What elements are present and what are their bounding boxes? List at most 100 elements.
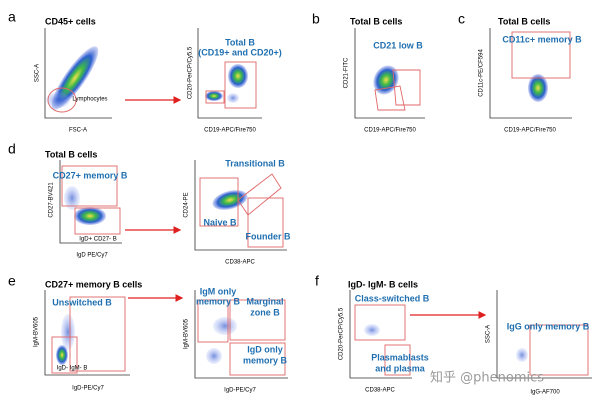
cell-density bbox=[227, 93, 239, 103]
y-axis-label: CD20-PerCP/Cy5.5 bbox=[339, 307, 345, 360]
gate-label: Transitional B bbox=[225, 158, 285, 168]
gate bbox=[199, 177, 239, 227]
y-axis-label: CD11c-PE/CF594 bbox=[479, 49, 485, 97]
cell-density bbox=[46, 92, 70, 108]
x-axis-label: FSC-A bbox=[69, 128, 87, 134]
gate bbox=[392, 69, 421, 106]
y-axis-label: IgM-BV605 bbox=[34, 316, 40, 347]
gate-label: IgD+ CD27- B bbox=[79, 237, 117, 243]
gate bbox=[51, 336, 78, 374]
gate bbox=[205, 90, 225, 104]
x-axis-label: CD38-APC bbox=[365, 388, 395, 394]
panel-letter: f bbox=[315, 273, 319, 289]
axis bbox=[197, 28, 262, 119]
gate-label: memory B bbox=[243, 355, 288, 365]
panel-letter: a bbox=[8, 9, 16, 25]
panel-letter: c bbox=[458, 11, 465, 27]
cell-density bbox=[56, 345, 68, 365]
x-axis-label: IgG-AF700 bbox=[530, 390, 560, 396]
y-axis-label: CD20-PerCP/Cy5.5 bbox=[188, 46, 194, 99]
cell-density bbox=[206, 348, 222, 364]
x-axis-label: IgD PE/Cy7 bbox=[76, 253, 108, 259]
gate-label: and plasma bbox=[375, 363, 426, 373]
gate-label: CD11c+ memory B bbox=[502, 34, 582, 44]
cell-density bbox=[213, 317, 237, 335]
cell-density bbox=[364, 324, 380, 336]
gate-label: memory B bbox=[196, 296, 241, 306]
axis bbox=[194, 290, 288, 379]
panel-letter: d bbox=[8, 141, 16, 157]
gate-label: IgM only bbox=[200, 286, 237, 296]
gate bbox=[229, 342, 286, 376]
gate bbox=[247, 197, 284, 248]
gate-label: Plasmablasts bbox=[371, 352, 429, 362]
panel-title: Total B cells bbox=[350, 16, 402, 26]
gate-label: Total B bbox=[225, 37, 255, 47]
gate bbox=[384, 344, 411, 376]
x-axis-label: CD19-APC/Fire750 bbox=[364, 128, 416, 134]
axis bbox=[349, 290, 412, 379]
gate bbox=[374, 85, 406, 111]
gate-label: IgD only bbox=[247, 344, 283, 354]
cell-density bbox=[228, 64, 248, 88]
cell-density bbox=[373, 65, 399, 95]
panel-title: Total B cells bbox=[45, 149, 97, 159]
axis bbox=[44, 28, 112, 119]
gate bbox=[237, 173, 282, 216]
x-axis-label: CD38-APC bbox=[225, 260, 255, 266]
gate-label: Class-switched B bbox=[355, 293, 430, 303]
x-axis-label: IgD-PE/Cy7 bbox=[72, 386, 104, 392]
gate bbox=[197, 299, 229, 343]
gate-label: (CD19+ and CD20+) bbox=[198, 47, 282, 57]
gate bbox=[529, 324, 589, 376]
gate-label: IgD- IgM- B bbox=[57, 366, 88, 372]
x-axis-label: CD19-APC/Fire750 bbox=[504, 128, 556, 134]
gate-label: CD27+ memory B bbox=[53, 170, 128, 180]
cell-density bbox=[212, 190, 248, 210]
gate bbox=[354, 304, 406, 341]
gate bbox=[69, 296, 126, 372]
gate-label: Unswitched B bbox=[52, 297, 112, 307]
axis bbox=[59, 160, 122, 244]
y-axis-label: CD27-BV421 bbox=[49, 182, 55, 218]
gate bbox=[224, 61, 257, 109]
cell-density bbox=[528, 74, 548, 102]
gate-label: CD21 low B bbox=[373, 40, 423, 50]
panel-title: Total B cells bbox=[498, 16, 550, 26]
watermark: 知乎 @phenomics bbox=[430, 370, 544, 386]
axis bbox=[354, 28, 425, 119]
gate bbox=[511, 31, 571, 79]
y-axis-label: CD24-PE bbox=[184, 192, 190, 217]
gate bbox=[47, 87, 77, 113]
cell-density bbox=[205, 91, 223, 101]
panel-title: IgD- IgM- B cells bbox=[348, 279, 418, 289]
gate bbox=[229, 299, 286, 341]
gate-label: IgG only memory B bbox=[507, 321, 590, 331]
cell-density bbox=[516, 348, 528, 362]
y-axis-label: IgM-BV605 bbox=[184, 318, 190, 349]
axis bbox=[44, 290, 130, 376]
axis bbox=[194, 160, 287, 251]
axis bbox=[496, 290, 592, 379]
x-axis-label: IgD-PE/Cy7 bbox=[224, 388, 256, 394]
panel-letter: b bbox=[312, 11, 320, 27]
y-axis-label: SSC-A bbox=[35, 64, 41, 82]
gate-label: Marginal bbox=[246, 296, 283, 306]
gate-label: Lymphocytes bbox=[72, 97, 107, 103]
gate-label: zone B bbox=[250, 307, 280, 317]
panel-title: CD27+ memory B cells bbox=[45, 279, 142, 289]
y-axis-label: CD21-FITC bbox=[344, 57, 350, 88]
cell-density bbox=[74, 207, 106, 225]
x-axis-label: CD19-APC/Fire750 bbox=[204, 128, 256, 134]
gate-label: Naive B bbox=[203, 217, 237, 227]
cell-density bbox=[61, 314, 75, 350]
gate bbox=[74, 207, 121, 235]
y-axis-label: SSC-A bbox=[486, 325, 492, 343]
gate-label: Founder B bbox=[246, 231, 291, 241]
gate bbox=[61, 165, 118, 207]
panel-title: CD45+ cells bbox=[45, 16, 96, 26]
axis bbox=[489, 28, 572, 119]
panel-letter: e bbox=[8, 273, 16, 289]
cell-density bbox=[64, 186, 80, 210]
